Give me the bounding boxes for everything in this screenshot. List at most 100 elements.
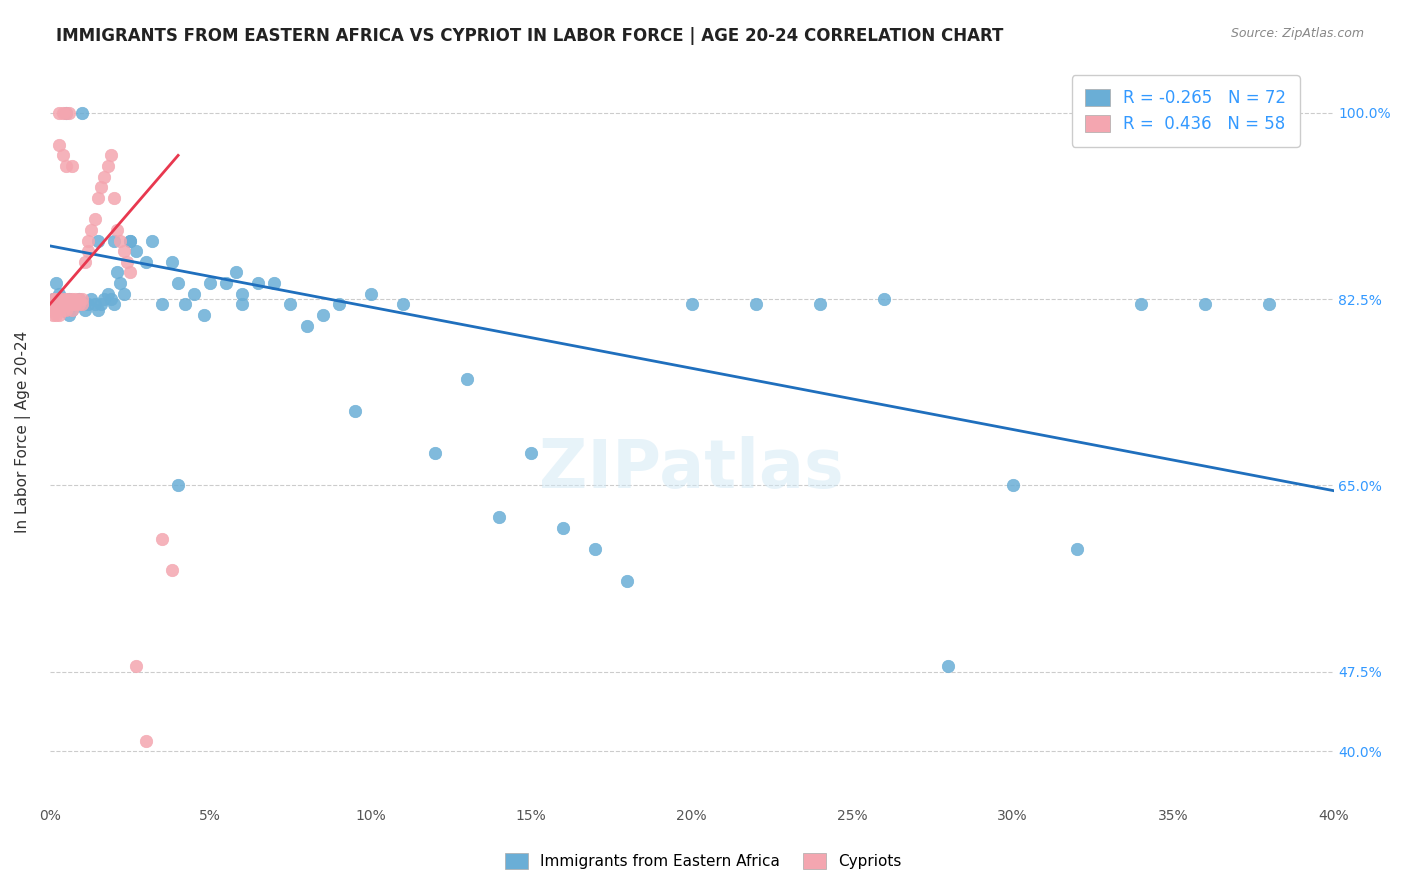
Point — [52, 148, 75, 162]
Point — [87, 191, 110, 205]
Point — [103, 234, 125, 248]
Point — [45, 302, 67, 317]
Point — [231, 286, 253, 301]
Point — [60, 297, 83, 311]
Text: ZIPatlas: ZIPatlas — [540, 436, 844, 502]
Point — [1066, 542, 1088, 557]
Point — [343, 404, 366, 418]
Point — [42, 292, 65, 306]
Point — [58, 297, 80, 311]
Point — [1129, 297, 1152, 311]
Point — [45, 297, 67, 311]
Point — [70, 297, 93, 311]
Point — [167, 478, 190, 492]
Point — [360, 286, 382, 301]
Point — [77, 244, 100, 259]
Point — [96, 286, 118, 301]
Point — [93, 292, 115, 306]
Point — [48, 297, 70, 311]
Point — [231, 297, 253, 311]
Point — [48, 286, 70, 301]
Point — [55, 302, 77, 317]
Point — [873, 292, 896, 306]
Point — [42, 297, 65, 311]
Legend: Immigrants from Eastern Africa, Cypriots: Immigrants from Eastern Africa, Cypriots — [499, 847, 907, 875]
Point — [73, 302, 96, 317]
Point — [48, 137, 70, 152]
Point — [112, 244, 135, 259]
Point — [328, 297, 350, 311]
Point — [150, 532, 173, 546]
Point — [295, 318, 318, 333]
Point — [90, 297, 112, 311]
Point — [52, 292, 75, 306]
Point — [55, 159, 77, 173]
Point — [553, 521, 575, 535]
Point — [58, 292, 80, 306]
Point — [60, 302, 83, 317]
Point — [70, 105, 93, 120]
Point — [583, 542, 606, 557]
Point — [67, 292, 90, 306]
Point — [70, 297, 93, 311]
Point — [110, 234, 132, 248]
Point — [73, 255, 96, 269]
Point — [45, 276, 67, 290]
Point — [70, 292, 93, 306]
Point — [65, 292, 87, 306]
Point — [110, 276, 132, 290]
Point — [681, 297, 703, 311]
Point — [52, 302, 75, 317]
Point — [65, 297, 87, 311]
Point — [77, 297, 100, 311]
Point — [115, 255, 138, 269]
Point — [520, 446, 543, 460]
Point — [173, 297, 195, 311]
Point — [45, 292, 67, 306]
Point — [52, 297, 75, 311]
Point — [67, 297, 90, 311]
Point — [808, 297, 831, 311]
Point — [160, 564, 183, 578]
Y-axis label: In Labor Force | Age 20-24: In Labor Force | Age 20-24 — [15, 331, 31, 533]
Point — [150, 297, 173, 311]
Point — [456, 372, 478, 386]
Point — [55, 105, 77, 120]
Point — [160, 255, 183, 269]
Text: Source: ZipAtlas.com: Source: ZipAtlas.com — [1230, 27, 1364, 40]
Point — [193, 308, 215, 322]
Point — [1194, 297, 1216, 311]
Point — [423, 446, 446, 460]
Point — [938, 659, 960, 673]
Point — [391, 297, 413, 311]
Point — [58, 105, 80, 120]
Point — [247, 276, 270, 290]
Point — [118, 234, 141, 248]
Text: IMMIGRANTS FROM EASTERN AFRICA VS CYPRIOT IN LABOR FORCE | AGE 20-24 CORRELATION: IMMIGRANTS FROM EASTERN AFRICA VS CYPRIO… — [56, 27, 1004, 45]
Point — [60, 297, 83, 311]
Point — [311, 308, 333, 322]
Point — [225, 265, 247, 279]
Point — [55, 292, 77, 306]
Point — [48, 308, 70, 322]
Point — [100, 148, 122, 162]
Point — [65, 297, 87, 311]
Point — [48, 105, 70, 120]
Point — [58, 308, 80, 322]
Point — [77, 234, 100, 248]
Point — [42, 292, 65, 306]
Point — [80, 292, 103, 306]
Point — [215, 276, 238, 290]
Point — [55, 105, 77, 120]
Point — [745, 297, 768, 311]
Point — [1001, 478, 1024, 492]
Point — [48, 292, 70, 306]
Point — [42, 308, 65, 322]
Point — [96, 159, 118, 173]
Point — [60, 159, 83, 173]
Point — [488, 510, 510, 524]
Legend: R = -0.265   N = 72, R =  0.436   N = 58: R = -0.265 N = 72, R = 0.436 N = 58 — [1071, 76, 1299, 146]
Point — [100, 292, 122, 306]
Point — [183, 286, 205, 301]
Point — [141, 234, 163, 248]
